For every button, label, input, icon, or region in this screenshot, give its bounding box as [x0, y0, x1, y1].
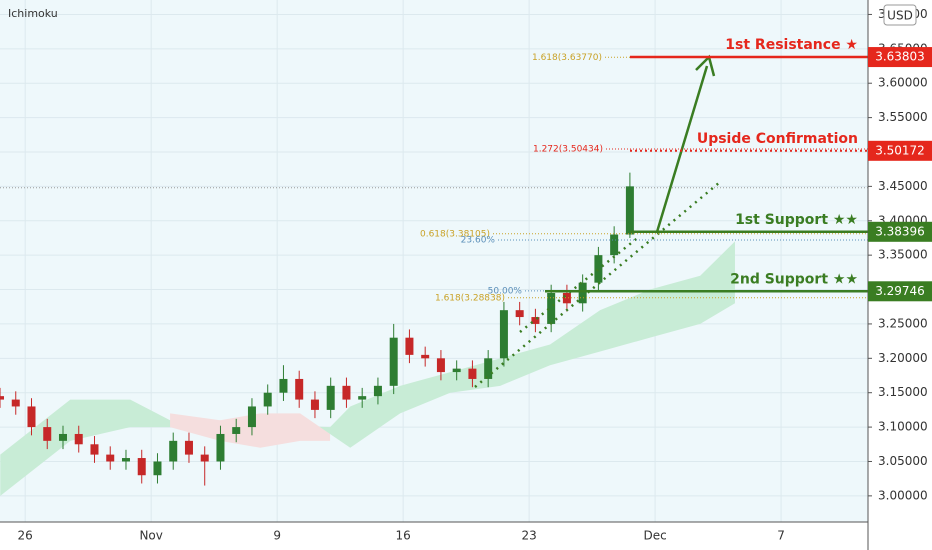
currency[interactable]: USD — [887, 9, 913, 23]
candle-body — [468, 368, 477, 379]
x-tick-label: Dec — [643, 529, 666, 543]
price-box-label: 3.50172 — [875, 143, 925, 157]
candle-body — [625, 186, 634, 235]
fib-label: 50.00% — [488, 286, 523, 296]
x-tick-label: 23 — [521, 529, 536, 543]
y-tick-label: 3.10000 — [878, 420, 928, 434]
candle-body — [405, 337, 414, 355]
candle-body — [373, 385, 382, 397]
candle-body — [436, 358, 445, 373]
levels: 1.618(3.63770) 1.272(3.50434) 0.618(3.3810… — [420, 37, 868, 303]
level-label: 2nd Support ★★ — [730, 271, 858, 287]
x-tick-label: 7 — [777, 529, 785, 543]
candle-body — [389, 337, 398, 386]
candle-body — [358, 396, 367, 400]
y-tick-label: 3.15000 — [878, 385, 928, 399]
candle-body — [421, 354, 430, 359]
candle-body — [295, 378, 304, 400]
candle-body — [106, 454, 115, 462]
candle-body — [232, 427, 241, 434]
y-tick-label: 3.00000 — [878, 488, 928, 502]
candle-body — [578, 282, 587, 304]
fib-label: 1.618(3.63770) — [532, 53, 602, 63]
candle-body — [169, 440, 178, 462]
candle-body — [594, 255, 603, 283]
time-axis — [0, 522, 868, 550]
fib-label: 23.60% — [461, 236, 496, 246]
candle-body — [263, 392, 272, 407]
level-label: Upside Confirmation — [697, 131, 858, 147]
trendline — [474, 181, 721, 388]
candle-body — [74, 433, 83, 445]
candle-body — [121, 458, 130, 462]
level-label: 1st Support ★★ — [735, 212, 858, 228]
fib-label: 0.618(3.38105) — [420, 229, 490, 239]
candle-body — [153, 461, 162, 476]
price-box — [868, 140, 932, 161]
y-tick-label: 3.55000 — [878, 110, 928, 124]
candle-body — [610, 234, 619, 256]
y-tick-label: 3.25000 — [878, 316, 928, 330]
cloud-area — [170, 413, 331, 448]
candle-body — [484, 358, 493, 379]
x-tick-label: 26 — [18, 529, 33, 543]
fib-label: 1.618(3.28838) — [435, 293, 505, 303]
price-box — [868, 47, 932, 68]
cloud — [0, 241, 735, 496]
candle-body — [515, 310, 524, 318]
price-box-label: 3.38396 — [875, 224, 925, 238]
fib-label: 1.272(3.50434) — [533, 145, 603, 155]
candle-body — [0, 396, 4, 400]
price-box-label: 3.63803 — [875, 50, 925, 64]
candle-body — [279, 378, 288, 393]
candle-body — [247, 406, 256, 428]
candle-body — [11, 399, 20, 407]
x-tick-label: 9 — [273, 529, 281, 543]
y-tick-label: 3.20000 — [878, 351, 928, 365]
candle-body — [27, 406, 36, 428]
candle-body — [326, 385, 335, 410]
candle-body — [90, 444, 99, 455]
candle-body — [452, 368, 461, 373]
candle-body — [310, 399, 319, 410]
candle-body — [531, 317, 540, 324]
candle-body — [200, 454, 209, 462]
candle-body — [184, 440, 193, 455]
price-box-label: 3.29746 — [875, 284, 925, 298]
candle-body — [562, 292, 571, 304]
candle-body — [43, 427, 52, 441]
marks — [0, 172, 868, 486]
candle-body — [137, 458, 146, 476]
y-tick-label: 3.05000 — [878, 454, 928, 468]
y-tick-label: 3.45000 — [878, 179, 928, 193]
candle-body — [58, 433, 67, 441]
price-box — [868, 281, 932, 302]
candle-body — [547, 292, 556, 324]
y-tick-label: 3.60000 — [878, 76, 928, 90]
level-label: 1st Resistance ★ — [725, 37, 858, 53]
price-boxes: 3.63803 3.50172 3.38396 3.29746 — [868, 47, 932, 302]
x-tick-label: 16 — [395, 529, 410, 543]
indicator-label: Ichimoku — [8, 7, 58, 20]
currency-box[interactable] — [883, 4, 917, 26]
x-tick-label: Nov — [139, 529, 162, 543]
candle-body — [216, 433, 225, 462]
candle-body — [499, 310, 508, 359]
y-tick-label: 3.35000 — [878, 248, 928, 262]
candle-body — [342, 385, 351, 400]
price-box — [868, 221, 932, 242]
price-axis — [868, 0, 932, 550]
